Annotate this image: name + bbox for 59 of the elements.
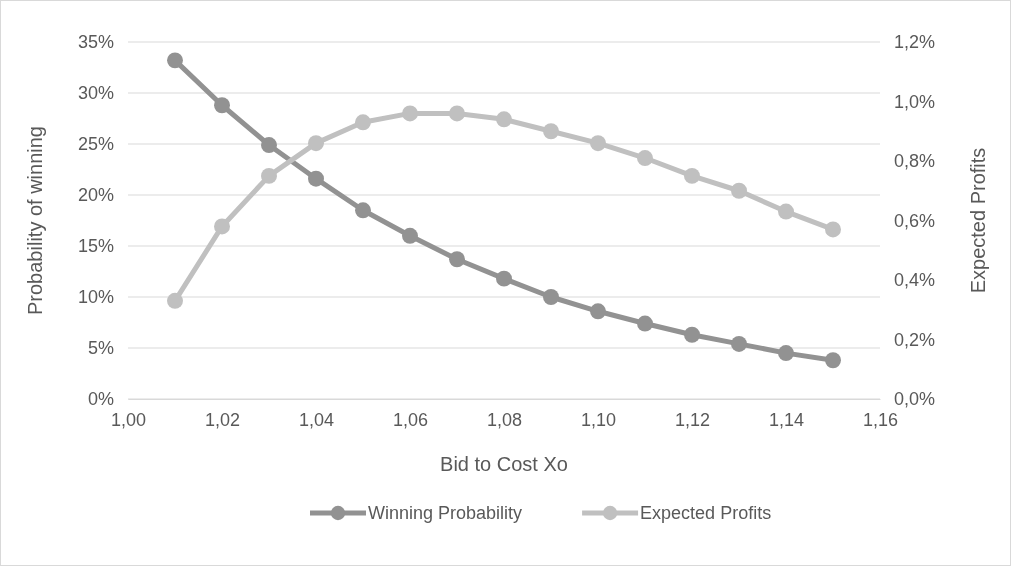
- point: [496, 270, 512, 287]
- point: [543, 123, 559, 140]
- y2-tick-label: 1,0%: [894, 91, 936, 112]
- x-tick-label: 1,10: [580, 409, 617, 430]
- point: [261, 137, 277, 153]
- y-tick-label: 5%: [87, 338, 114, 359]
- y-tick-label: 15%: [77, 236, 114, 257]
- point: [449, 251, 465, 268]
- y-axis-title: Probability of winning: [24, 126, 46, 315]
- point: [261, 167, 277, 184]
- y-tick-label: 10%: [77, 287, 114, 308]
- point: [637, 150, 653, 166]
- point: [684, 167, 700, 184]
- x-tick-label: 1,02: [204, 409, 241, 430]
- point: [402, 227, 418, 244]
- y-tick-label: 30%: [77, 83, 114, 104]
- point: [308, 135, 324, 152]
- x-axis-title: Bid to Cost Xo: [440, 453, 568, 475]
- point: [355, 114, 371, 131]
- y-tick-label: 20%: [77, 185, 114, 206]
- point: [590, 135, 606, 152]
- x-tick-label: 1,06: [392, 409, 429, 430]
- point: [778, 345, 794, 362]
- y2-tick-label: 0,4%: [894, 270, 936, 291]
- y2-axis-title: Expected Profits: [967, 147, 989, 294]
- point: [355, 202, 371, 219]
- y2-tick-label: 0,6%: [894, 210, 936, 231]
- y-tick-label: 0%: [87, 389, 114, 410]
- y2-tick-label: 0,8%: [894, 151, 936, 172]
- point: [496, 111, 512, 128]
- y-tick-label: 25%: [77, 134, 114, 155]
- point: [214, 218, 230, 235]
- legend-label: Winning Probability: [368, 503, 523, 523]
- x-tick-label: 1,04: [298, 409, 335, 430]
- point: [402, 105, 418, 122]
- x-tick-label: 1,00: [110, 409, 147, 430]
- point: [167, 292, 183, 309]
- point: [214, 97, 230, 114]
- point: [825, 221, 841, 238]
- point: [731, 335, 747, 352]
- point: [449, 105, 465, 122]
- y2-tick-label: 1,2%: [894, 32, 936, 53]
- y2-tick-label: 0,2%: [894, 329, 936, 350]
- point: [543, 289, 559, 305]
- x-tick-label: 1,16: [862, 409, 899, 430]
- point: [637, 315, 653, 332]
- point: [167, 52, 183, 69]
- point: [684, 326, 700, 343]
- x-tick-label: 1,08: [486, 409, 523, 430]
- x-tick-label: 1,14: [768, 409, 805, 430]
- point: [308, 170, 324, 187]
- y-tick-label: 35%: [77, 32, 114, 53]
- legend-label: Expected Profits: [640, 503, 772, 523]
- x-tick-label: 1,12: [674, 409, 711, 430]
- point: [778, 203, 794, 220]
- point: [731, 182, 747, 199]
- point: [825, 352, 841, 369]
- y2-tick-label: 0,0%: [894, 389, 936, 410]
- point: [590, 303, 606, 320]
